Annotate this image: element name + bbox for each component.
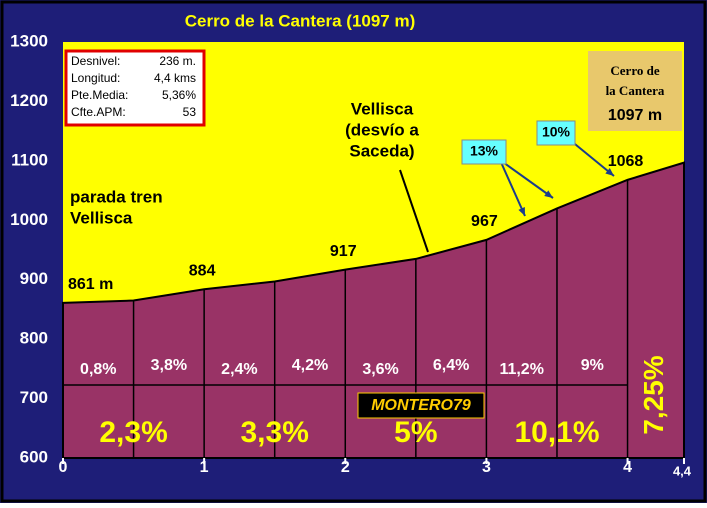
info-value: 4,4 kms — [154, 71, 196, 85]
callout-box — [461, 139, 507, 165]
chart-title: Cerro de la Cantera (1097 m) — [185, 11, 416, 30]
y-tick-label: 1300 — [10, 31, 48, 50]
km-grade: 3,3% — [241, 416, 309, 449]
annotation: (desvío a — [345, 120, 419, 139]
km-grade: 10,1% — [514, 416, 599, 449]
y-tick-label: 700 — [20, 388, 48, 407]
watermark-box — [357, 392, 485, 419]
km-grade: 5% — [394, 416, 437, 449]
callout: 10% — [542, 124, 571, 140]
info-label: Longitud: — [71, 71, 120, 85]
summit-label: la Cantera — [606, 83, 665, 98]
info-box — [64, 49, 206, 127]
segment-grade: 3,6% — [362, 361, 398, 378]
arrow-head — [544, 190, 553, 198]
segment-grade: 0,8% — [80, 361, 116, 378]
y-tick-label: 900 — [20, 269, 48, 288]
point-label: 884 — [189, 262, 216, 279]
annotation: Vellisca — [70, 208, 133, 227]
summit-label: 1097 m — [608, 107, 662, 124]
km-grade: 7,25% — [638, 355, 669, 434]
arrow-head — [518, 207, 525, 216]
point-label: 861 m — [68, 276, 113, 293]
info-label: Cfte.APM: — [71, 105, 126, 119]
x-tick-label: 0 — [59, 459, 68, 476]
x-tick-label: 4,4 — [673, 463, 692, 478]
annotation: Saceda) — [349, 141, 414, 160]
y-tick-label: 600 — [20, 447, 48, 466]
callout-box — [536, 120, 576, 146]
info-value: 236 m. — [159, 54, 196, 68]
segment-grade: 9% — [581, 357, 604, 374]
annotation: Vellisca — [351, 99, 414, 118]
annotation: parada tren — [70, 187, 163, 206]
arrow — [499, 159, 526, 217]
x-tick-label: 2 — [341, 459, 350, 476]
x-tick-label: 3 — [482, 459, 491, 476]
point-label: 967 — [471, 213, 498, 230]
y-tick-label: 1200 — [10, 91, 48, 110]
info-label: Desnivel: — [71, 54, 120, 68]
segment-grade: 2,4% — [221, 361, 257, 378]
y-tick-label: 800 — [20, 329, 48, 348]
info-label: Pte.Media: — [71, 88, 128, 102]
arrow — [499, 159, 554, 199]
point-label: 917 — [330, 243, 357, 260]
leader-line — [399, 169, 429, 253]
segment-grade: 3,8% — [151, 357, 187, 374]
y-tick-label: 1100 — [11, 150, 48, 169]
x-tick-label: 4 — [623, 459, 632, 476]
km-grade: 2,3% — [99, 416, 167, 449]
summit-box — [588, 51, 682, 131]
watermark: MONTERO79 — [371, 397, 471, 414]
info-value: 5,36% — [162, 88, 196, 102]
segment-grade: 11,2% — [499, 361, 543, 378]
segment-grade: 6,4% — [433, 357, 469, 374]
summit-label: Cerro de — [610, 63, 659, 78]
point-label: 1068 — [608, 153, 644, 170]
arrow — [569, 139, 615, 177]
y-tick-label: 1000 — [10, 210, 48, 229]
info-value: 53 — [183, 105, 197, 119]
segment-grade: 4,2% — [292, 357, 328, 374]
x-tick-label: 1 — [200, 459, 209, 476]
callout: 13% — [470, 143, 499, 159]
arrow-head — [605, 168, 614, 176]
